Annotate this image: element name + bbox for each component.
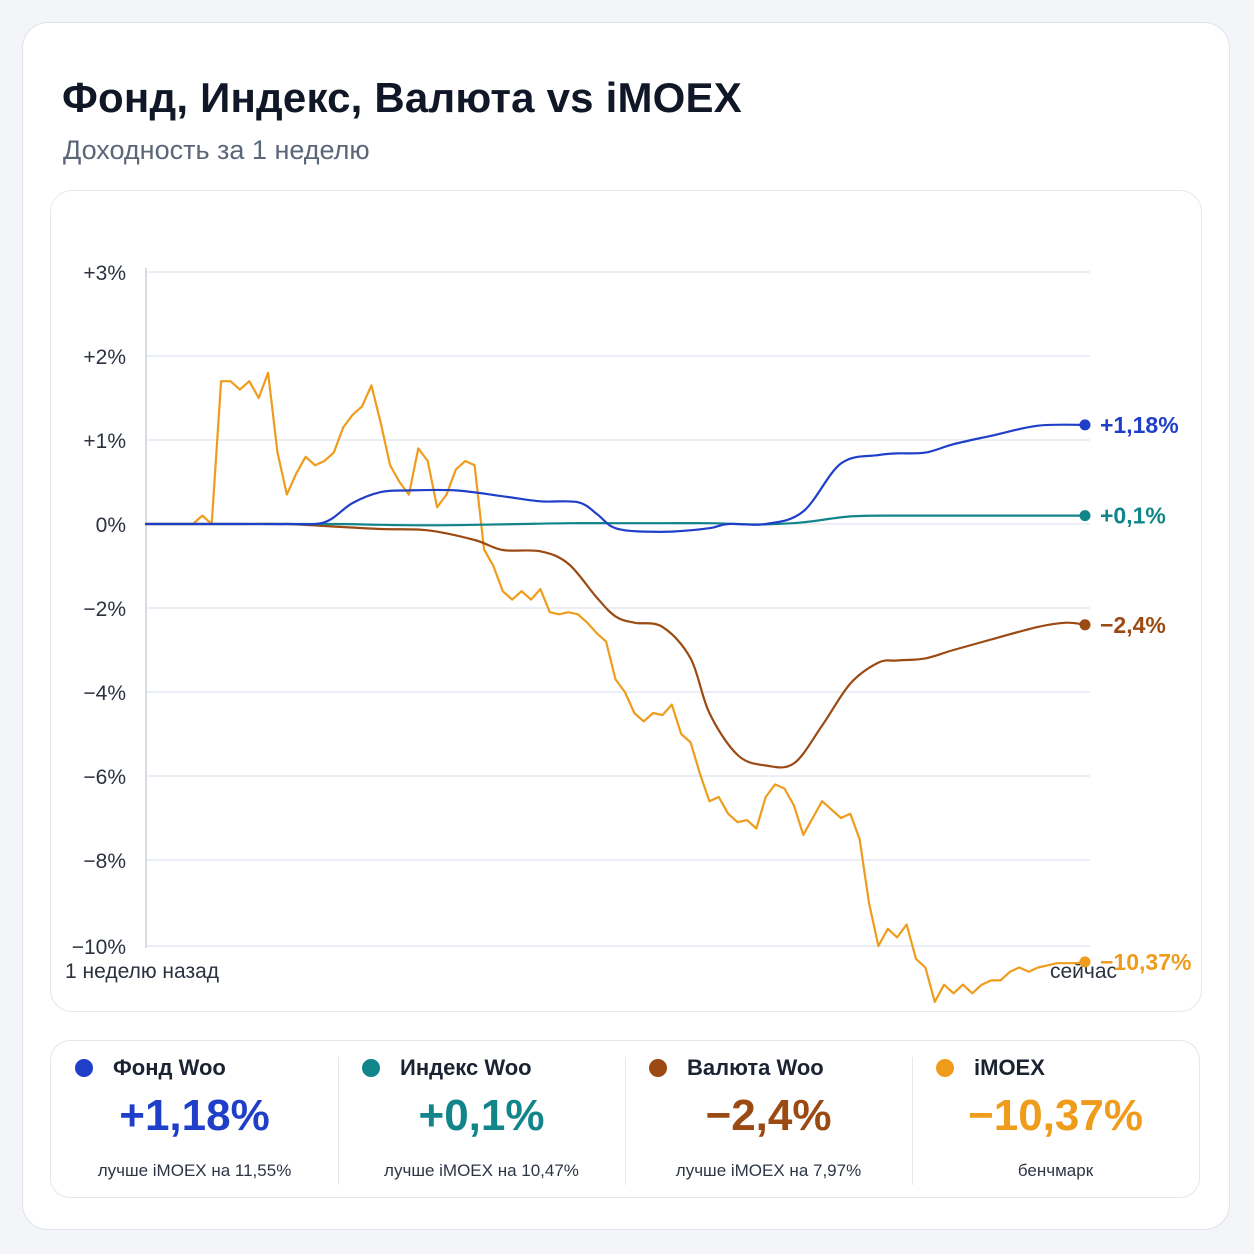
series-line-currency — [144, 522, 1087, 769]
series-line-index — [144, 514, 1087, 527]
legend-card-imoex: iMOEX −10,37% бенчмарк — [912, 1041, 1199, 1199]
legend-card-fund: Фонд Woo +1,18% лучше iMOEX на 11,55% — [51, 1041, 338, 1199]
legend-divider — [625, 1057, 626, 1185]
y-tick-label: −2% — [83, 598, 126, 621]
legend-card-currency: Валюта Woo −2,4% лучше iMOEX на 7,97% — [625, 1041, 912, 1199]
end-point-currency — [1079, 619, 1091, 631]
legend-value: +0,1% — [418, 1091, 545, 1140]
chart-panel — [50, 190, 1202, 1012]
legend-dot-currency — [649, 1059, 667, 1077]
legend-value: −10,37% — [968, 1091, 1143, 1140]
end-point-index — [1079, 510, 1091, 522]
y-tick-label: +3% — [83, 262, 126, 285]
y-tick-label: 0% — [96, 514, 126, 537]
legend-name: iMOEX — [974, 1055, 1045, 1080]
legend-note: лучше iMOEX на 10,47% — [384, 1161, 579, 1180]
legend-divider — [912, 1057, 913, 1185]
end-label-currency: −2,4% — [1100, 612, 1166, 638]
end-label-fund: +1,18% — [1100, 412, 1179, 438]
page-title: Фонд, Индекс, Валюта vs iMOEX — [62, 74, 742, 121]
x-start-label: 1 неделю назад — [65, 960, 219, 983]
legend-name: Валюта Woo — [687, 1055, 824, 1080]
end-label-index: +0,1% — [1100, 503, 1166, 529]
series-line-fund — [144, 423, 1087, 533]
y-tick-label: +1% — [83, 430, 126, 453]
y-tick-label: −6% — [83, 766, 126, 789]
legend-dot-imoex — [936, 1059, 954, 1077]
x-end-label: сейчас — [1050, 960, 1117, 983]
y-tick-label: −10% — [72, 936, 126, 959]
end-point-imoex — [1079, 956, 1091, 968]
legend-note: бенчмарк — [1017, 1161, 1094, 1180]
y-tick-label: −8% — [83, 850, 126, 873]
y-tick-label: +2% — [83, 346, 126, 369]
legend-panel: Фонд Woo +1,18% лучше iMOEX на 11,55% Ин… — [50, 1040, 1200, 1198]
legend-note: лучше iMOEX на 11,55% — [97, 1161, 292, 1180]
page-subtitle: Доходность за 1 неделю — [63, 135, 370, 165]
legend-value: −2,4% — [705, 1091, 832, 1140]
legend-note: лучше iMOEX на 7,97% — [675, 1161, 862, 1180]
legend-card-index: Индекс Woo +0,1% лучше iMOEX на 10,47% — [338, 1041, 625, 1199]
legend-divider — [338, 1057, 339, 1185]
legend-dot-fund — [75, 1059, 93, 1077]
legend-value: +1,18% — [119, 1091, 270, 1140]
legend-name: Фонд Woo — [113, 1055, 226, 1080]
y-tick-label: −4% — [83, 682, 126, 705]
legend-name: Индекс Woo — [400, 1055, 532, 1080]
end-point-fund — [1079, 419, 1091, 431]
end-label-imoex: −10,37% — [1100, 949, 1191, 975]
series-line-imoex — [144, 371, 1087, 1003]
legend-dot-index — [362, 1059, 380, 1077]
